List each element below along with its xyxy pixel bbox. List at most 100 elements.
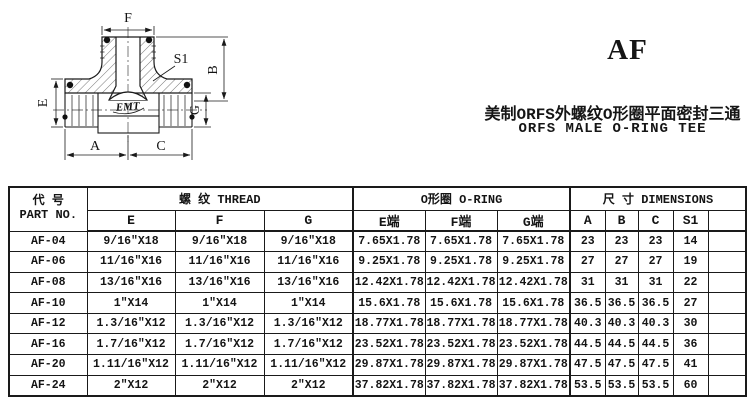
o-ring-seals — [62, 36, 195, 120]
table-cell: 9.25X1.78 — [424, 251, 498, 273]
table-cell: 27 — [604, 251, 639, 273]
table-cell: 13/16″X16 — [263, 271, 354, 294]
table-row: AF-20 1.11/16″X12 1.11/16″X12 1.11/16″X12 29… — [8, 354, 747, 376]
table-row: AF-16 1.7/16″X12 1.7/16″X12 1.7/16″X12 23.52… — [8, 333, 747, 356]
sub-header: G — [263, 209, 354, 232]
table-cell: 18.77X1.78 — [352, 312, 426, 335]
sub-header: F端 — [424, 209, 498, 232]
table-cell: 1.3/16″X12 — [86, 312, 176, 335]
table-cell: 29.87X1.78 — [352, 354, 426, 376]
dim-label-a: A — [90, 139, 101, 154]
table-cell — [707, 230, 747, 253]
part-no-cell: AF-06 — [8, 251, 88, 273]
part-no-cell: AF-04 — [8, 230, 88, 253]
table-cell: 31 — [604, 271, 639, 294]
table-cell: 1″X14 — [174, 292, 265, 314]
table-cell: 44.5 — [604, 333, 639, 356]
table-cell: 44.5 — [637, 333, 674, 356]
header-part-no-cn: 代 号 — [32, 194, 64, 209]
table-body: AF-04 9/16″X18 9/16″X18 9/16″X18 7.65X1.78 7.… — [8, 230, 747, 397]
table-cell: 2″X12 — [86, 374, 176, 397]
table-row: AF-08 13/16″X16 13/16″X16 13/16″X16 12.42X1.… — [8, 271, 747, 294]
product-title-english: ORFS MALE O-RING TEE — [518, 121, 707, 137]
table-cell: 30 — [672, 312, 709, 335]
table-cell: 1.11/16″X12 — [174, 354, 265, 376]
fitting-body-section — [64, 36, 193, 101]
series-title: AF — [607, 34, 648, 66]
table-cell: 27 — [672, 292, 709, 314]
table-cell: 15.6X1.78 — [352, 292, 426, 314]
table-cell: 23 — [569, 230, 606, 253]
table-cell: 7.65X1.78 — [424, 230, 498, 253]
table-cell — [707, 354, 747, 376]
sub-header — [707, 209, 747, 232]
dim-label-f: F — [124, 11, 132, 26]
table-row: AF-04 9/16″X18 9/16″X18 9/16″X18 7.65X1.78 7.… — [8, 230, 747, 253]
table-cell — [707, 374, 747, 397]
table-cell: 53.5 — [637, 374, 674, 397]
dim-label-e: E — [36, 99, 51, 108]
table-row: AF-06 11/16″X16 11/16″X16 11/16″X16 9.25X1.7… — [8, 251, 747, 273]
sub-header: E端 — [352, 209, 426, 232]
table-cell: 1″X14 — [263, 292, 354, 314]
dim-label-s1: S1 — [174, 52, 189, 67]
table-cell: 18.77X1.78 — [496, 312, 571, 335]
dimension-labels: F S1 B E G A C — [36, 11, 221, 154]
table-cell: 1.11/16″X12 — [263, 354, 354, 376]
table-cell: 19 — [672, 251, 709, 273]
sub-header: E — [86, 209, 176, 232]
dim-label-b: B — [206, 65, 221, 74]
sub-header: G端 — [496, 209, 571, 232]
table-cell — [707, 292, 747, 314]
table-cell: 1.3/16″X12 — [174, 312, 265, 335]
table-cell: 36.5 — [569, 292, 606, 314]
header-thread-group: 螺 纹 THREAD — [86, 186, 354, 211]
table-cell: 23.52X1.78 — [352, 333, 426, 356]
port-thread-lines — [71, 95, 186, 126]
table-cell: 41 — [672, 354, 709, 376]
table-cell: 60 — [672, 374, 709, 397]
table-cell: 23.52X1.78 — [496, 333, 571, 356]
dim-label-c: C — [156, 139, 165, 154]
table-cell: 7.65X1.78 — [352, 230, 426, 253]
table-cell: 29.87X1.78 — [496, 354, 571, 376]
table-cell: 14 — [672, 230, 709, 253]
table-cell: 37.82X1.78 — [352, 374, 426, 397]
table-cell: 1.7/16″X12 — [86, 333, 176, 356]
table-cell: 9.25X1.78 — [496, 251, 571, 273]
dim-label-g: G — [188, 105, 203, 115]
table-header: 代 号 PART NO. 螺 纹 THREAD O形圈 O-RING 尺 寸 D… — [8, 186, 747, 232]
table-cell: 36.5 — [604, 292, 639, 314]
table-cell: 9.25X1.78 — [352, 251, 426, 273]
table-cell: 31 — [637, 271, 674, 294]
table-cell: 53.5 — [604, 374, 639, 397]
table-cell: 47.5 — [569, 354, 606, 376]
table-cell: 27 — [569, 251, 606, 273]
header-part-no-en: PART NO. — [19, 208, 78, 223]
table-cell: 11/16″X16 — [86, 251, 176, 273]
table-cell: 37.82X1.78 — [496, 374, 571, 397]
part-no-cell: AF-24 — [8, 374, 88, 397]
header-oring-group: O形圈 O-RING — [352, 186, 571, 211]
table-cell: 15.6X1.78 — [424, 292, 498, 314]
part-no-cell: AF-20 — [8, 354, 88, 376]
table-cell: 47.5 — [637, 354, 674, 376]
table-cell: 44.5 — [569, 333, 606, 356]
sub-header: A — [569, 209, 606, 232]
table-cell: 1.7/16″X12 — [263, 333, 354, 356]
emt-logo: EMT — [108, 91, 148, 115]
table-cell: 18.77X1.78 — [424, 312, 498, 335]
table-cell: 40.3 — [637, 312, 674, 335]
table-cell: 1.11/16″X12 — [86, 354, 176, 376]
dimension-lines — [51, 26, 228, 160]
table-cell: 12.42X1.78 — [352, 271, 426, 294]
sub-header: B — [604, 209, 639, 232]
table-cell: 12.42X1.78 — [424, 271, 498, 294]
table-cell: 27 — [637, 251, 674, 273]
table-cell: 23.52X1.78 — [424, 333, 498, 356]
table-row: AF-24 2″X12 2″X12 2″X12 37.82X1.78 37.82X1.78… — [8, 374, 747, 397]
tee-fitting-drawing: EMT F S1 B — [36, 11, 228, 160]
table-cell: 12.42X1.78 — [496, 271, 571, 294]
table-cell: 13/16″X16 — [174, 271, 265, 294]
